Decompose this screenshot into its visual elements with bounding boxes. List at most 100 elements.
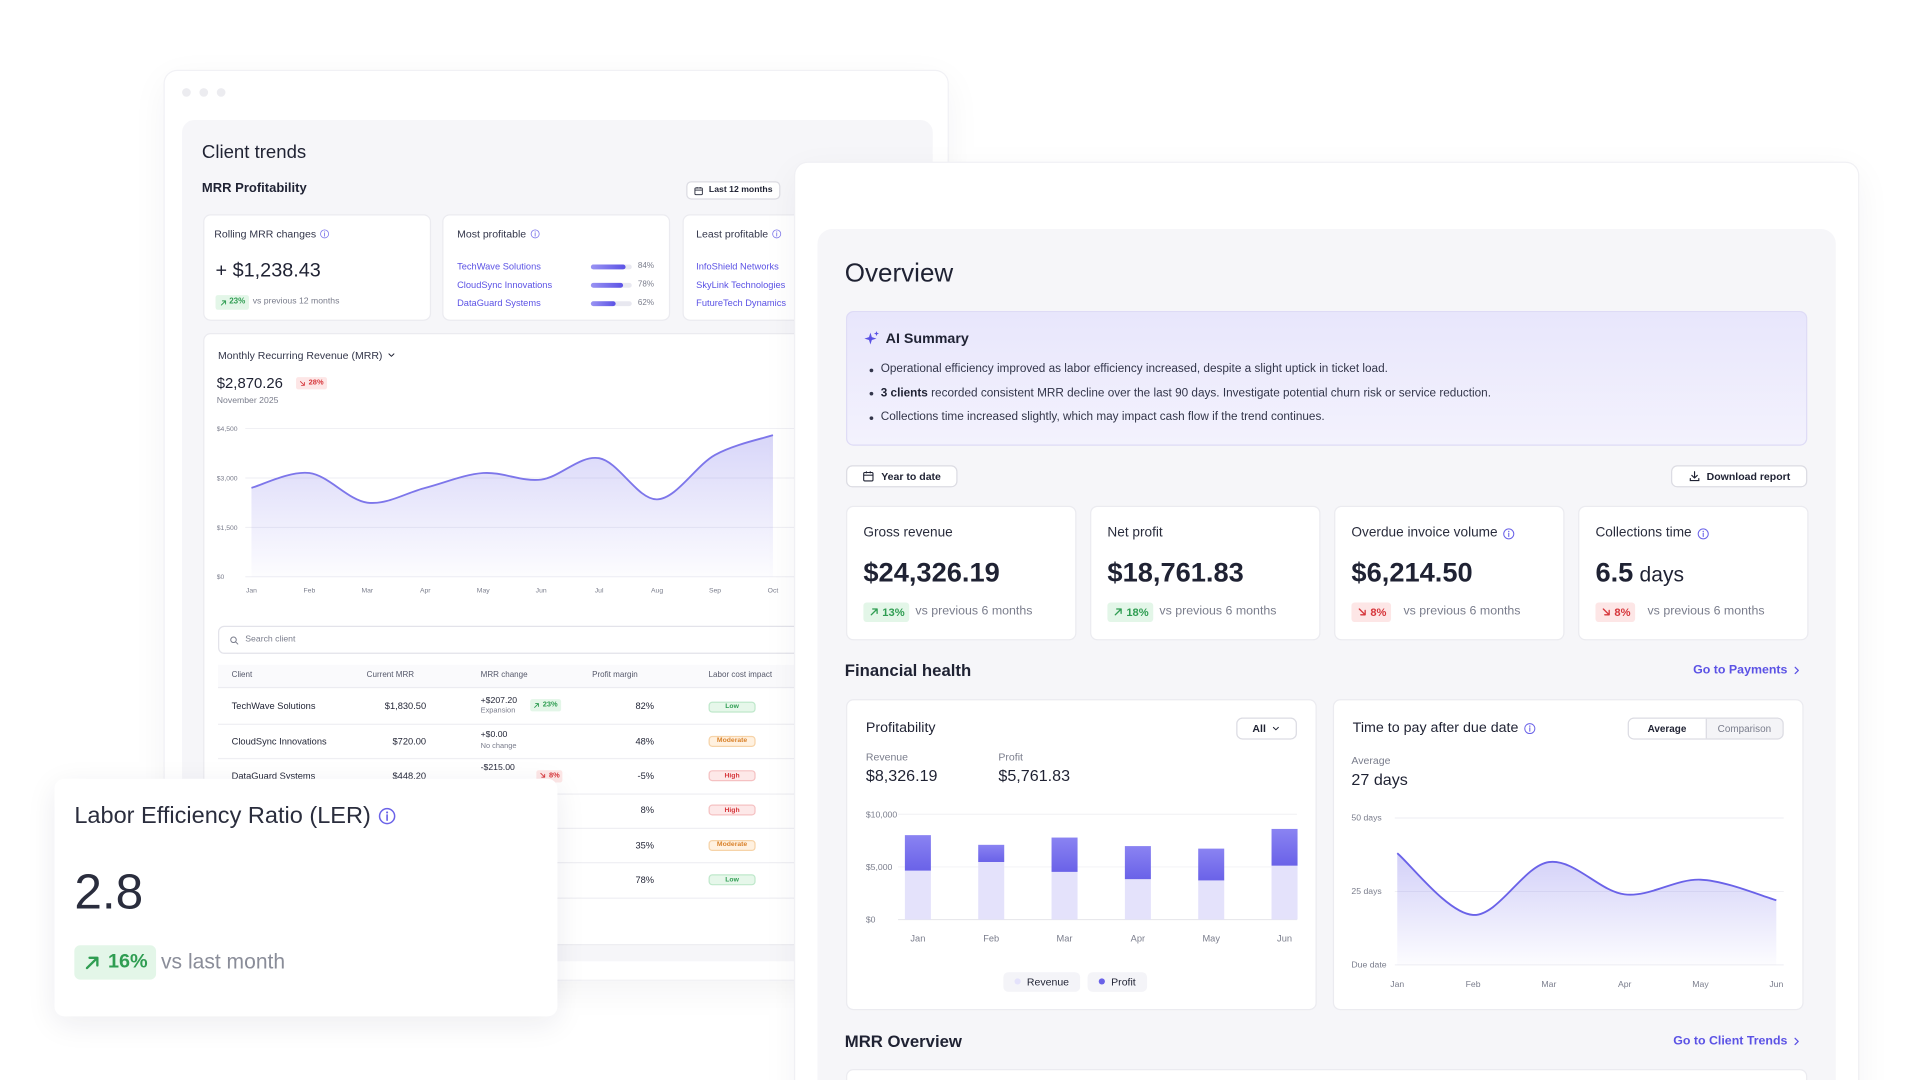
arrow-down [1602, 608, 1610, 616]
profit-margin: 8% [640, 804, 655, 816]
chart-date: November 2025 [216, 396, 279, 405]
kpi-value-text: 6.5 [1595, 557, 1634, 589]
trend-down-icon [1602, 608, 1610, 616]
client-link[interactable]: TechWave Solutions [457, 261, 541, 273]
arrow-down [1358, 608, 1366, 616]
client-link[interactable]: FutureTech Dynamics [696, 297, 787, 309]
impact-pill: Low [708, 874, 756, 886]
calendar-body [694, 186, 704, 195]
toggle: Average Comparison [1627, 717, 1784, 740]
toggle-option[interactable]: Comparison [1705, 718, 1782, 739]
impact-pill: High [708, 804, 756, 816]
summary-bullet: Operational efficiency improved as labor… [881, 363, 1388, 377]
info-icon [1503, 528, 1515, 540]
section-link[interactable]: Go to Client Trends [1673, 1034, 1802, 1049]
info-ring [772, 229, 782, 239]
row-divider [218, 723, 801, 725]
label-text: Rolling MRR changes [214, 227, 317, 240]
client-link[interactable]: CloudSync Innovations [457, 279, 553, 291]
download-button[interactable]: Download report [1671, 465, 1808, 488]
ler-title: Labor Efficiency Ratio (LER) [74, 802, 397, 831]
summary-value: $5,761.83 [998, 766, 1071, 785]
kpi-label: Collections time [1595, 526, 1709, 543]
chart-title[interactable]: Monthly Recurring Revenue (MRR) [218, 349, 396, 362]
client-link[interactable]: DataGuard Systems [457, 297, 541, 309]
download-icon [1689, 471, 1700, 482]
toggle-option[interactable]: Average [1628, 718, 1706, 739]
column-header: Profit margin [592, 670, 638, 680]
trend-up-icon [1114, 608, 1122, 616]
section-title: MRR Overview [844, 1031, 962, 1051]
profit-margin: 78% [635, 874, 655, 886]
window-dot [216, 88, 225, 97]
info-icon [379, 808, 396, 825]
kpi-label-text: Gross revenue [863, 525, 953, 541]
progress-fill [590, 301, 617, 307]
info-ring [379, 808, 396, 825]
mrr-overview-card [846, 1068, 1808, 1080]
section-link[interactable]: Go to Payments [1693, 663, 1802, 678]
bullet-dot [869, 367, 874, 372]
impact-pill: High [708, 770, 756, 782]
arrow-down [540, 773, 546, 779]
kpi-label-text: Net profit [1107, 525, 1163, 541]
period-button[interactable]: Year to date [846, 465, 958, 488]
info-ring [1503, 528, 1515, 540]
change-badge: 8% [1595, 602, 1635, 622]
info-ring [1697, 528, 1709, 540]
label-text: Least profitable [696, 227, 769, 240]
client-name[interactable]: TechWave Solutions [231, 700, 316, 712]
mrr-change: +$207.20 [480, 696, 518, 705]
change-badge: 18% [1107, 602, 1154, 622]
section-link-text: Go to Payments [1693, 663, 1788, 677]
kpi-value: 6.5 days [1595, 556, 1684, 589]
summary-label: Profit [998, 750, 1023, 763]
search-handle [235, 641, 239, 645]
filter-label: All [1252, 722, 1266, 735]
chevron-icon [1794, 667, 1800, 675]
impact-label: High [724, 806, 740, 815]
change-badge: 13% [863, 602, 910, 622]
profit-margin: 35% [635, 839, 655, 851]
impact-label: High [724, 772, 740, 780]
progress-track [590, 264, 632, 270]
bullet-dot [869, 415, 874, 420]
kpi-label: Gross revenue [863, 526, 952, 543]
ai-summary-box [846, 311, 1808, 446]
period-button[interactable]: Last 12 months [686, 181, 781, 200]
impact-label: Moderate [716, 737, 748, 745]
search-icon [230, 636, 239, 645]
info-ring [320, 229, 330, 239]
client-name[interactable]: DataGuard Systems [231, 770, 316, 782]
trend-up-icon [870, 608, 878, 616]
change-value: 18% [1126, 606, 1149, 619]
toggle-label: Comparison [1717, 723, 1772, 735]
progress-fill [590, 264, 626, 270]
filter-select[interactable]: All [1236, 717, 1297, 740]
progress-label: 62% [637, 298, 655, 308]
client-link[interactable]: SkyLink Technologies [696, 279, 786, 291]
summary-bullet: Collections time increased slightly, whi… [881, 410, 1325, 424]
button-label: Download report [1706, 470, 1791, 483]
arrow-up [534, 702, 540, 708]
label-text: Most profitable [457, 227, 527, 240]
change-badge: 23% [530, 699, 561, 712]
info-icon [1697, 528, 1709, 540]
download-tray [1689, 478, 1700, 482]
sparkle-large [864, 333, 877, 346]
client-link[interactable]: InfoShield Networks [696, 261, 779, 273]
legend-swatch [1014, 978, 1021, 986]
section-title: Financial health [844, 660, 972, 680]
kpi-value-text: $6,214.50 [1351, 557, 1473, 589]
chart-title-text: Monthly Recurring Revenue (MRR) [218, 348, 383, 361]
chevron-icon [1272, 726, 1279, 731]
client-name[interactable]: CloudSync Innovations [231, 735, 327, 747]
column-header: Labor cost impact [708, 670, 773, 680]
search-input[interactable]: Search client [218, 625, 801, 654]
toggle-label: Average [1647, 723, 1687, 735]
card-title-text: Time to pay after due date [1352, 721, 1519, 736]
card-title: Time to pay after due date [1353, 720, 1536, 737]
search-lens [230, 636, 237, 644]
info-icon [320, 229, 330, 239]
progress-track [590, 301, 632, 307]
